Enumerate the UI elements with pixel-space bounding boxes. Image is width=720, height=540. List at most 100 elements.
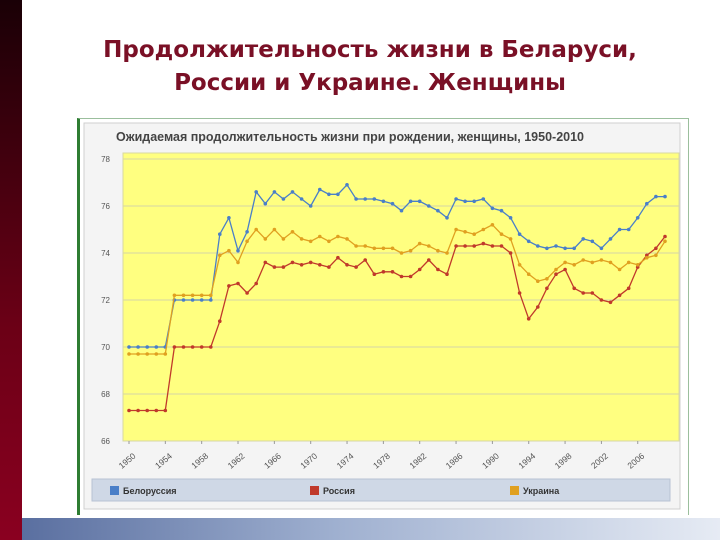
data-point <box>481 241 486 246</box>
data-point <box>308 260 313 265</box>
y-tick-label: 74 <box>101 249 110 258</box>
data-point <box>245 230 249 234</box>
data-point <box>427 244 431 248</box>
data-point <box>399 274 404 279</box>
data-point <box>272 227 277 232</box>
legend-swatch <box>110 486 119 495</box>
data-point <box>281 197 286 201</box>
data-point <box>154 345 159 349</box>
data-point <box>472 244 477 248</box>
data-point <box>345 183 349 187</box>
series-line <box>129 183 665 348</box>
data-point <box>199 298 204 302</box>
data-point <box>654 246 658 251</box>
data-point <box>218 232 222 236</box>
data-point <box>536 244 540 248</box>
data-point <box>663 234 667 239</box>
data-point <box>517 232 522 236</box>
data-point <box>263 237 268 241</box>
slide-title-line-2: России и Украине. Женщины <box>174 70 566 96</box>
data-point <box>227 216 231 220</box>
data-point <box>454 197 458 201</box>
data-point <box>445 272 449 276</box>
data-point <box>327 192 331 197</box>
data-point <box>590 260 595 265</box>
data-point <box>354 197 358 201</box>
data-point <box>327 239 331 244</box>
data-point <box>436 248 440 253</box>
data-point <box>463 230 467 234</box>
legend-bar <box>91 478 671 502</box>
data-point <box>481 227 486 232</box>
data-point <box>299 237 304 241</box>
data-point <box>227 284 231 288</box>
data-point <box>599 298 604 302</box>
data-point <box>381 246 386 251</box>
y-tick-label: 76 <box>101 202 110 211</box>
data-point <box>245 291 249 295</box>
data-point <box>190 293 195 298</box>
data-point <box>345 263 349 267</box>
data-point <box>472 199 477 204</box>
y-tick-label: 68 <box>101 390 110 399</box>
chart-frame: Ожидаемая продолжительность жизни при ро… <box>77 118 689 515</box>
data-point <box>554 267 558 272</box>
data-point <box>172 293 177 298</box>
data-point <box>436 267 440 272</box>
data-point <box>254 281 258 286</box>
data-point <box>526 272 531 276</box>
legend-label: Украина <box>523 486 560 496</box>
data-point <box>536 279 540 283</box>
data-point <box>508 237 513 241</box>
data-point <box>136 345 140 349</box>
data-point <box>563 260 567 265</box>
chart-title: Ожидаемая продолжительность жизни при ро… <box>116 130 584 144</box>
data-point <box>127 345 131 349</box>
data-point <box>354 265 358 269</box>
data-point <box>254 227 258 232</box>
y-tick-label: 78 <box>101 155 110 164</box>
data-point <box>136 408 140 413</box>
data-point <box>172 345 177 349</box>
data-point <box>290 190 295 194</box>
data-point <box>508 216 513 220</box>
data-point <box>281 265 286 269</box>
data-point <box>472 232 477 236</box>
data-point <box>127 352 131 356</box>
data-point <box>545 246 549 251</box>
data-point <box>581 258 585 262</box>
slide-bottom-accent-bar <box>22 518 720 540</box>
data-point <box>381 270 386 274</box>
data-point <box>445 216 449 220</box>
legend-swatch <box>310 486 319 495</box>
y-tick-label: 70 <box>101 343 110 352</box>
plot-area <box>122 152 680 442</box>
data-point <box>554 244 558 248</box>
data-point <box>490 244 495 248</box>
data-point <box>499 232 504 236</box>
series-group <box>127 234 667 413</box>
data-point <box>408 248 413 253</box>
data-point <box>536 305 540 309</box>
data-point <box>145 408 149 413</box>
data-point <box>399 208 404 213</box>
data-point <box>318 234 322 239</box>
data-point <box>599 246 604 251</box>
data-point <box>417 267 422 272</box>
data-point <box>345 237 349 241</box>
data-point <box>381 199 386 204</box>
data-point <box>336 234 340 239</box>
data-point <box>136 352 140 356</box>
data-point <box>517 263 522 267</box>
data-point <box>390 270 395 274</box>
data-point <box>572 263 576 267</box>
data-point <box>308 204 313 208</box>
data-point <box>236 260 240 265</box>
data-point <box>663 194 667 199</box>
data-point <box>227 248 231 253</box>
data-point <box>190 345 195 349</box>
data-point <box>417 241 422 246</box>
legend-label: Россия <box>323 486 355 496</box>
series-group <box>127 223 667 356</box>
data-point <box>572 286 576 291</box>
